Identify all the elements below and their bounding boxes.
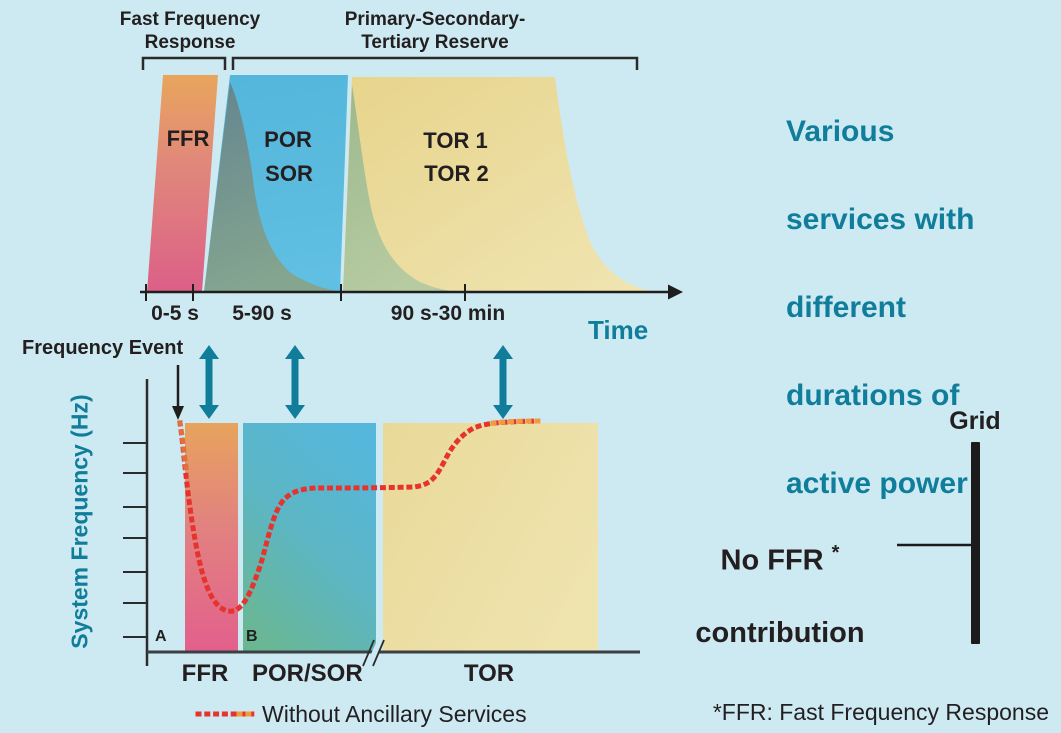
no-ffr-line: No FFR * [655, 535, 905, 579]
ffr-bracket [141, 56, 227, 70]
ffr-decay-overlap-shape [204, 82, 342, 292]
without-ancillary-services-curve [177, 418, 541, 614]
frequency-y-axis-ticks [123, 442, 147, 638]
por-sor-band [243, 423, 376, 651]
por-shape-label: POR [264, 127, 312, 152]
ffr-bracket-label: Fast Frequency Response [119, 9, 261, 53]
tor-band-label: TOR [463, 660, 515, 687]
point-b-label: B [246, 628, 258, 645]
ffr-band-label: FFR [181, 660, 229, 687]
point-a-label: A [155, 628, 167, 645]
no-ffr-text: No FFR [720, 544, 824, 577]
double-arrow-icon [199, 345, 219, 419]
curve-end-orange-segment [490, 418, 541, 426]
no-ffr-asterisk: * [831, 542, 840, 564]
frequency-event-label: Frequency Event [22, 337, 184, 359]
tor2-shape-label: TOR 2 [424, 161, 489, 186]
tor-power-shape [343, 77, 656, 292]
time-tick-label-0-5s: 0-5 s [151, 302, 199, 325]
grid-busbar [971, 442, 980, 644]
por-sor-band-label: POR/SOR [252, 660, 363, 687]
headline-line: Various [786, 115, 895, 148]
time-tick-label-90s-30min: 90 s-30 min [390, 302, 506, 325]
time-axis-arrowhead-icon [668, 284, 683, 300]
system-frequency-axis-label: System Frequency (Hz) [66, 394, 93, 649]
time-axis-ticks [145, 284, 466, 301]
legend-label: Without Ancillary Services [262, 701, 527, 727]
double-arrow-icon [493, 345, 513, 419]
contribution-line: contribution [695, 616, 865, 649]
axis-break-slash [372, 639, 385, 667]
primary-secondary-tertiary-bracket-label: Primary-Secondary-Tertiary Reserve [344, 9, 526, 53]
grid-label: Grid [949, 407, 1001, 435]
headline-line: active power [786, 467, 968, 500]
primary-secondary-tertiary-bracket [231, 56, 639, 70]
tor1-shape-label: TOR 1 [423, 128, 488, 153]
time-tick-label-5-90s: 5-90 s [232, 302, 292, 325]
time-axis-label: Time [588, 315, 649, 345]
frequency-event-arrowhead-icon [172, 406, 184, 420]
no-ffr-contribution-label: No FFR * contribution [655, 499, 905, 687]
headline-line: services with [786, 203, 975, 236]
axis-break-slash [362, 639, 375, 667]
headline-line: different [786, 291, 906, 324]
headline-line: durations of [786, 379, 960, 412]
ffr-power-shape [147, 75, 218, 292]
headline: Various services with different duration… [786, 66, 1046, 550]
axis-break-gap [365, 636, 386, 669]
duration-link-arrows [199, 345, 513, 419]
ffr-footnote: *FFR: Fast Frequency Response [712, 699, 1049, 725]
tor-band [383, 423, 598, 651]
ffr-shape-label: FFR [166, 126, 210, 151]
por-sor-decay-overlap-shape [343, 85, 466, 292]
sor-shape-label: SOR [265, 161, 313, 186]
double-arrow-icon [285, 345, 305, 419]
curve-start-orange-segment [177, 420, 189, 471]
